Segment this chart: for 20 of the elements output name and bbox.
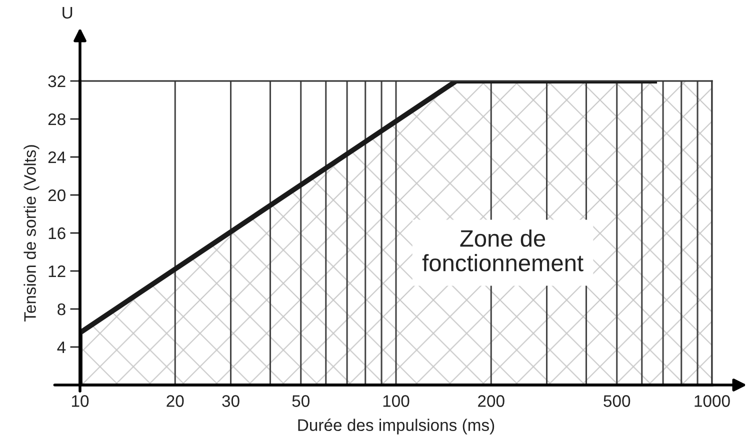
x-tick-label: 100: [383, 395, 410, 407]
text: U: [62, 6, 72, 19]
y-tick-label: 8: [58, 303, 66, 316]
y-tick-label: 12: [48, 265, 66, 278]
y-tick-label: 4: [57, 342, 66, 354]
x-tick-label: 200: [478, 395, 504, 407]
y-axis-title: Tension de sortie (Volts): [24, 145, 40, 322]
annotation: Zone de fonctionnement: [422, 229, 584, 272]
x-tick-label: 10: [72, 395, 89, 407]
y-tick-label: 24: [48, 151, 66, 164]
x-tick-label: 30: [222, 395, 240, 407]
y-tick-label: 32: [48, 75, 66, 88]
x-tick-label: 500: [604, 395, 630, 407]
x-axis-title: Durée des impulsions (ms): [298, 418, 494, 434]
x-tick-label: 20: [166, 395, 184, 407]
y-tick-label: 16: [48, 227, 66, 240]
x-tick-label: 50: [292, 395, 310, 407]
x-tick-label: 1000: [694, 395, 730, 407]
y-tick-label: 20: [48, 189, 66, 202]
y-tick-label: 28: [48, 113, 66, 126]
